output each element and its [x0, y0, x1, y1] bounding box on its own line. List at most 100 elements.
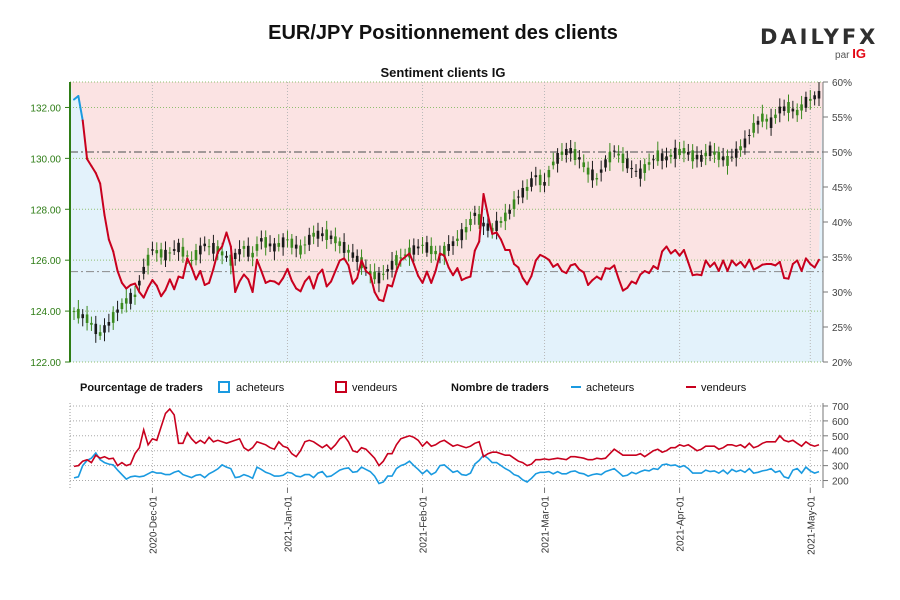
candle-body: [691, 150, 694, 162]
candle-body: [512, 199, 516, 209]
bottom-tick-label: 300: [832, 462, 849, 473]
right-tick-label: 30%: [832, 288, 852, 299]
candle-body: [686, 151, 690, 155]
sentiment-line-segment: [190, 266, 197, 281]
candle-body: [608, 151, 612, 163]
candle-body: [556, 152, 559, 164]
sentiment-line-segment: [251, 258, 258, 293]
candle-body: [730, 156, 734, 158]
sentiment-line-segment: [186, 257, 193, 269]
candle-body: [499, 221, 503, 223]
candle-body: [560, 151, 564, 155]
legend-buyers-box: [218, 381, 230, 393]
candle-body: [290, 238, 294, 248]
sentiment-line-segment: [181, 257, 189, 279]
count-line-vendeurs: [73, 407, 820, 468]
sentiment-line-segment: [600, 267, 607, 281]
sentiment-line-segment: [726, 259, 733, 272]
candle-body: [103, 325, 106, 333]
sentiment-line-segment: [800, 257, 807, 272]
candle-body: [81, 314, 85, 319]
candle-body: [504, 212, 507, 222]
candle-body: [246, 245, 250, 257]
bottom-tick-label: 600: [832, 417, 849, 428]
candle-body: [595, 178, 599, 180]
x-tick-label: 2021-Jan-01: [283, 496, 294, 553]
sentiment-line-segment: [308, 275, 315, 290]
legend-sellers-label: vendeurs: [352, 382, 398, 394]
candle-body: [255, 244, 259, 251]
sentiment-line-segment: [526, 274, 533, 286]
candle-body: [325, 229, 328, 240]
candle-body: [591, 169, 594, 181]
candle-body: [713, 151, 716, 155]
candle-body: [386, 269, 389, 272]
left-tick-label: 128.00: [30, 205, 61, 216]
candle-body: [72, 311, 76, 313]
candle-body: [652, 159, 655, 161]
candle-body: [721, 156, 725, 161]
sentiment-line-segment: [739, 260, 746, 269]
candle-body: [334, 236, 337, 244]
sentiment-line-segment: [321, 268, 328, 288]
candle-body: [599, 169, 603, 173]
sentiment-line-segment: [325, 280, 333, 288]
candle-body: [547, 169, 551, 178]
logo-wordmark: DAILYFX: [760, 25, 879, 49]
sentiment-line-segment: [417, 274, 424, 284]
candle-body: [164, 249, 167, 261]
candle-body: [464, 226, 468, 233]
candle-body: [351, 252, 355, 258]
candle-body: [199, 245, 202, 255]
candle-body: [538, 174, 542, 186]
sentiment-line-segment: [260, 270, 267, 284]
candle-body: [286, 239, 289, 241]
candle-body: [813, 95, 816, 100]
candle-body: [138, 280, 141, 286]
sentiment-line-segment: [517, 266, 524, 279]
sentiment-line-segment: [648, 265, 655, 275]
left-tick-label: 124.00: [30, 307, 61, 318]
sentiment-line-segment: [247, 278, 254, 293]
candle-body: [551, 161, 555, 166]
sentiment-line-segment: [508, 249, 516, 265]
candle-body: [434, 250, 437, 255]
candle-body: [795, 109, 799, 116]
sentiment-line-segment: [373, 291, 380, 301]
candle-body: [142, 266, 146, 274]
candle-body: [743, 138, 747, 148]
candle-body: [586, 167, 590, 175]
candle-body: [808, 98, 812, 101]
candle-body: [403, 254, 407, 256]
sentiment-line-segment: [778, 260, 786, 279]
candle-body: [665, 156, 668, 161]
sentiment-line-segment: [682, 249, 690, 264]
candle-body: [791, 108, 795, 112]
sentiment-line-segment: [255, 258, 263, 272]
sentiment-line-segment: [700, 259, 707, 277]
candle-body: [626, 158, 629, 169]
sentiment-line-segment: [587, 279, 594, 286]
candle-body: [682, 148, 686, 154]
candle-body: [338, 241, 342, 246]
left-tick-label: 132.00: [30, 103, 61, 114]
right-tick-label: 40%: [832, 218, 852, 229]
candle-body: [578, 157, 581, 160]
sentiment-line-segment: [286, 267, 293, 282]
candle-body: [477, 214, 481, 225]
legend: Pourcentage de traders acheteurs vendeur…: [80, 381, 747, 394]
candle-body: [129, 292, 132, 304]
candle-body: [429, 245, 433, 255]
sentiment-line-segment: [277, 277, 285, 286]
sentiment-line-segment: [452, 267, 459, 277]
legend-count-buyers-label: acheteurs: [586, 382, 635, 394]
x-tick-label: 2021-Apr-01: [676, 496, 687, 552]
candle-body: [800, 104, 803, 111]
sentiment-line-segment: [234, 280, 241, 293]
bottom-tick-label: 400: [832, 447, 849, 458]
sentiment-line-segment: [391, 270, 398, 288]
sentiment-line-segment: [743, 258, 751, 269]
candle-body: [281, 237, 285, 248]
candle-body: [747, 134, 751, 136]
